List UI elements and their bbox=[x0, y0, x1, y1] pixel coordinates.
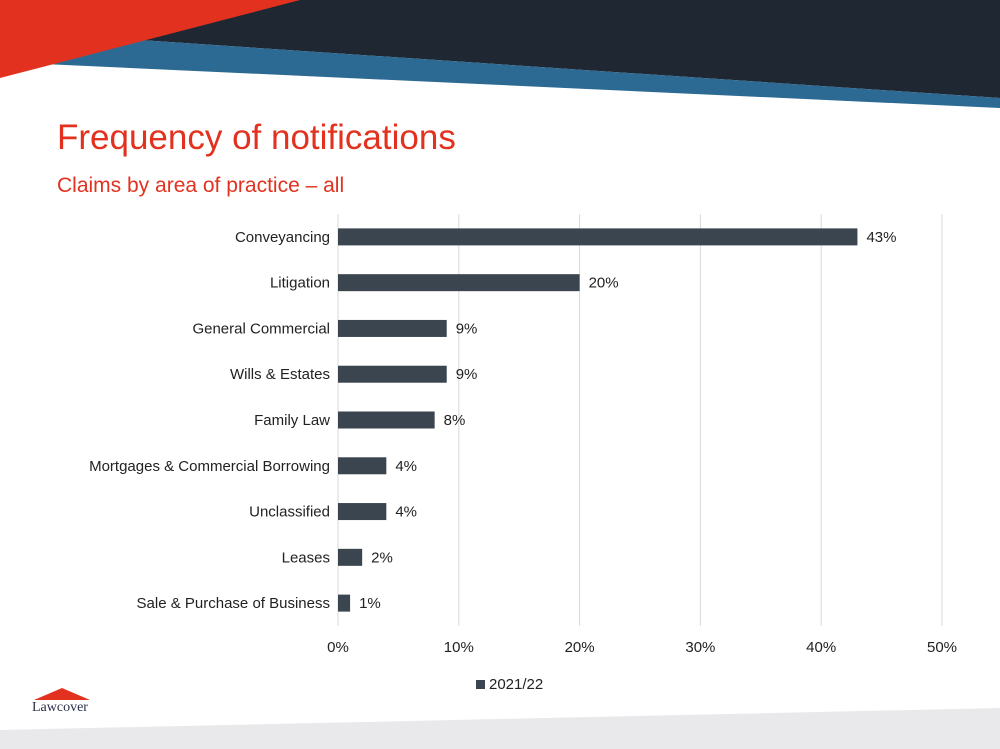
page-title: Frequency of notifications bbox=[57, 118, 456, 157]
category-label: Sale & Purchase of Business bbox=[137, 595, 330, 612]
x-tick-label: 10% bbox=[444, 639, 474, 656]
category-label: Wills & Estates bbox=[230, 366, 330, 383]
x-tick-label: 40% bbox=[806, 639, 836, 656]
bar bbox=[338, 228, 858, 246]
legend-swatch bbox=[476, 680, 485, 689]
data-label: 1% bbox=[359, 595, 381, 612]
data-label: 4% bbox=[395, 458, 417, 475]
x-tick-label: 20% bbox=[565, 639, 595, 656]
header-banner bbox=[0, 0, 1000, 108]
banner-red-triangle bbox=[0, 0, 300, 78]
category-label: Unclassified bbox=[249, 504, 330, 521]
legend-label: 2021/22 bbox=[489, 676, 544, 693]
data-label: 9% bbox=[456, 366, 478, 383]
logo-text: Lawcover bbox=[32, 700, 88, 715]
footer-band bbox=[0, 708, 1000, 749]
chart-legend: 2021/22 bbox=[476, 676, 543, 693]
data-label: 43% bbox=[866, 229, 896, 246]
x-tick-label: 50% bbox=[927, 639, 957, 656]
bar bbox=[338, 594, 351, 612]
data-label: 20% bbox=[589, 275, 619, 292]
bar bbox=[338, 411, 435, 429]
category-label: Family Law bbox=[254, 412, 330, 429]
data-label: 4% bbox=[395, 504, 417, 521]
bar bbox=[338, 457, 387, 475]
banner-dark-shape bbox=[0, 0, 1000, 98]
data-label: 8% bbox=[444, 412, 466, 429]
bar bbox=[338, 319, 447, 337]
page-subtitle: Claims by area of practice – all bbox=[57, 174, 345, 197]
bar bbox=[338, 365, 447, 383]
category-label: Conveyancing bbox=[235, 229, 330, 246]
category-label: Litigation bbox=[270, 275, 330, 292]
bar bbox=[338, 274, 580, 292]
data-label: 9% bbox=[456, 320, 478, 337]
x-tick-label: 30% bbox=[685, 639, 715, 656]
category-label: Mortgages & Commercial Borrowing bbox=[89, 458, 330, 475]
lawcover-logo-icon bbox=[34, 688, 90, 700]
category-label: Leases bbox=[282, 549, 330, 566]
banner-blue-stripe bbox=[0, 40, 1000, 108]
bar bbox=[338, 548, 363, 566]
x-tick-label: 0% bbox=[327, 639, 349, 656]
bar bbox=[338, 503, 387, 521]
data-label: 2% bbox=[371, 549, 393, 566]
category-label: General Commercial bbox=[192, 320, 330, 337]
